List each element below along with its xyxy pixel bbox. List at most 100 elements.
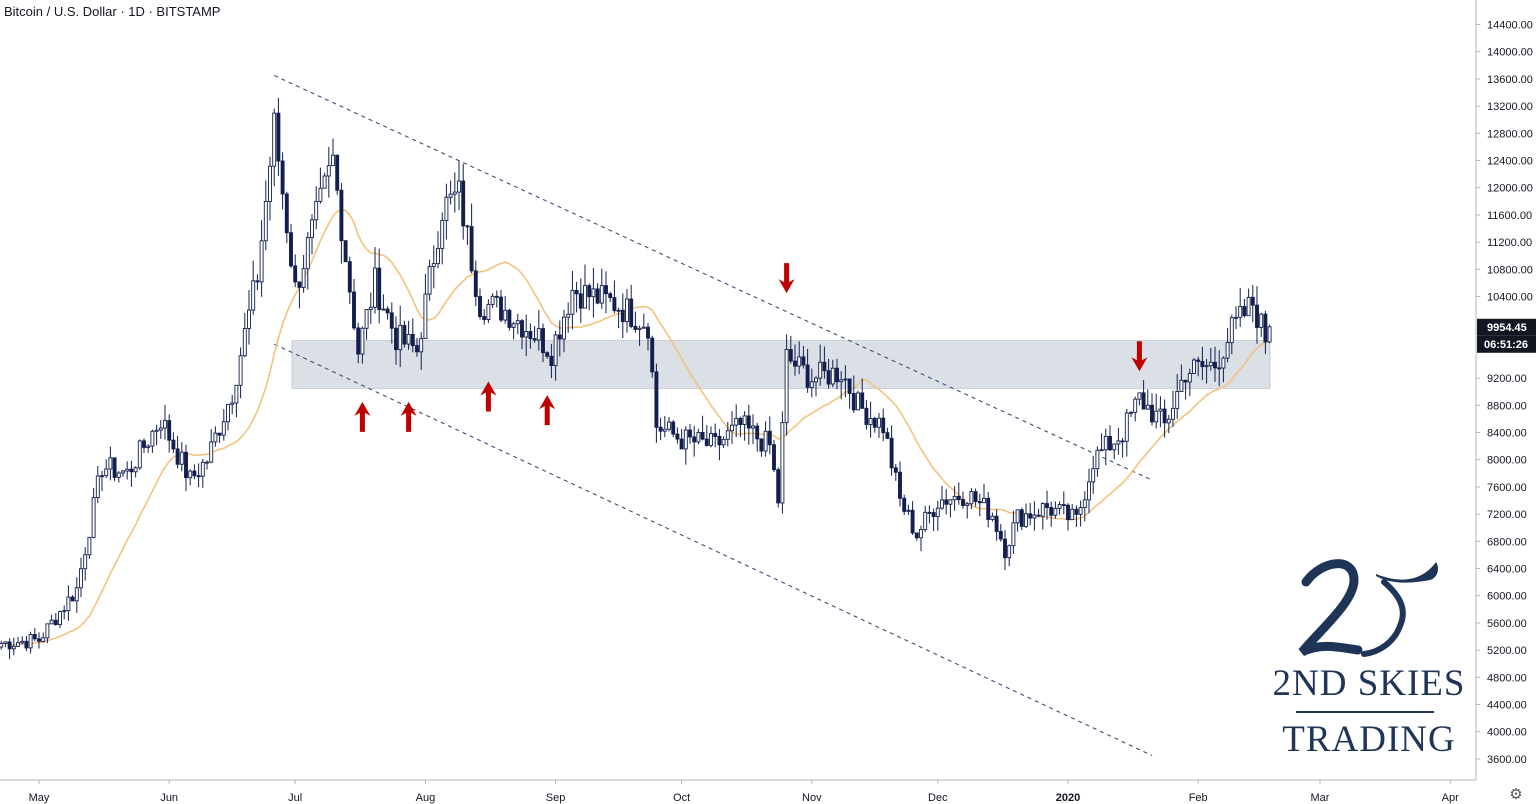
candle-body [24,640,29,649]
candle-body [1204,365,1209,368]
time-tick-label: Nov [802,792,822,804]
candle-body [1154,410,1159,423]
candle-body [1213,361,1217,369]
candle-body [1116,440,1121,445]
candle-body [826,370,831,385]
candle-body [49,619,54,625]
candle-body [898,471,902,499]
candle-body [16,642,20,647]
candle-body [759,438,764,452]
candle-body [465,225,470,228]
candle-body [1246,296,1251,317]
candle-body [247,309,251,329]
candle-body [1057,504,1062,509]
candle-body [1150,404,1154,423]
candle-body [74,587,79,602]
candle-body [1192,359,1196,374]
candle-body [310,219,314,238]
candle-body [595,288,600,304]
candle-body [242,327,247,357]
candle-body [1175,391,1180,409]
candle-body [226,403,230,423]
candle-body [1242,306,1247,317]
candle-body [830,367,835,385]
countdown-label: 06:51:26 [1484,339,1528,351]
candle-body [486,303,491,320]
candle-body [1040,503,1045,517]
candle-body [923,511,928,530]
candle-body [1238,306,1243,318]
gear-icon[interactable]: ⚙ [1509,785,1523,803]
candle-body [1225,342,1230,359]
candle-body [541,328,545,354]
candle-body [1255,304,1259,328]
candle-body [196,475,201,478]
candle-body [751,425,755,429]
logo-line-2: TRADING [1282,719,1456,760]
candle-body [948,499,953,505]
candle-body [326,165,331,177]
candle-body [742,415,747,425]
candle-body [66,596,71,612]
candle-body [402,324,407,345]
candle-body [142,440,146,448]
price-tick-label: 7600.00 [1487,482,1527,494]
arrow-up-icon [354,401,371,432]
price-tick-label: 4000.00 [1487,727,1527,739]
time-tick-label: Mar [1311,792,1330,804]
candle-body [1082,499,1087,509]
candle-body [364,309,369,329]
price-tick-label: 9200.00 [1487,373,1527,385]
candle-body [125,468,130,472]
logo-divider [1296,711,1434,713]
candle-body [755,425,760,440]
time-tick-label: 2020 [1056,792,1080,804]
candle-body [910,509,915,534]
price-tick-label: 13600.00 [1487,74,1533,86]
candle-body [1221,357,1226,369]
candle-body [969,491,974,505]
price-tick-label: 12000.00 [1487,183,1533,195]
candle-body [717,435,722,446]
candle-body [381,308,386,311]
candle-body [410,333,415,347]
price-tick-label: 10800.00 [1487,264,1533,276]
candle-body [83,554,88,570]
candle-body [734,417,739,426]
candle-body [1162,408,1167,424]
candle-body [1179,379,1184,392]
candle-body [112,457,117,478]
candle-body [448,193,453,198]
candle-body [318,187,323,202]
candle-body [675,433,680,440]
candle-body [515,320,520,325]
candle-body [1024,513,1028,527]
candle-body [536,328,541,341]
candle-body [146,445,151,448]
time-tick-label: Sep [546,792,566,804]
candle-body [499,296,503,321]
candle-body [620,309,625,323]
arrow-up-icon [480,381,497,412]
candle-body [356,327,361,355]
candle-body [478,296,482,317]
candle-body [1074,508,1079,515]
price-tick-label: 14000.00 [1487,47,1533,59]
candle-body [877,417,881,428]
price-tick-label: 11600.00 [1487,210,1532,222]
candle-body [457,180,461,193]
candle-body [305,237,310,270]
candle-body [137,440,142,469]
candle-body [1196,359,1201,362]
time-axis[interactable]: May Jun Jul Aug Sep Oct Nov Dec 2020 Feb Mar Apr [0,779,1476,804]
candle-body [776,469,781,504]
candle-body [583,285,587,309]
moving-average-line [1,208,1271,646]
candle-body [562,316,566,340]
candle-body [1019,509,1024,527]
symbol-title: Bitcoin / U.S. Dollar · 1D · BITSTAMP [4,4,221,19]
candle-body [650,337,655,373]
price-axis[interactable]: 14400.00 14000.00 13600.00 13200.00 12800.00… [1475,0,1536,780]
candle-body [1003,538,1007,559]
